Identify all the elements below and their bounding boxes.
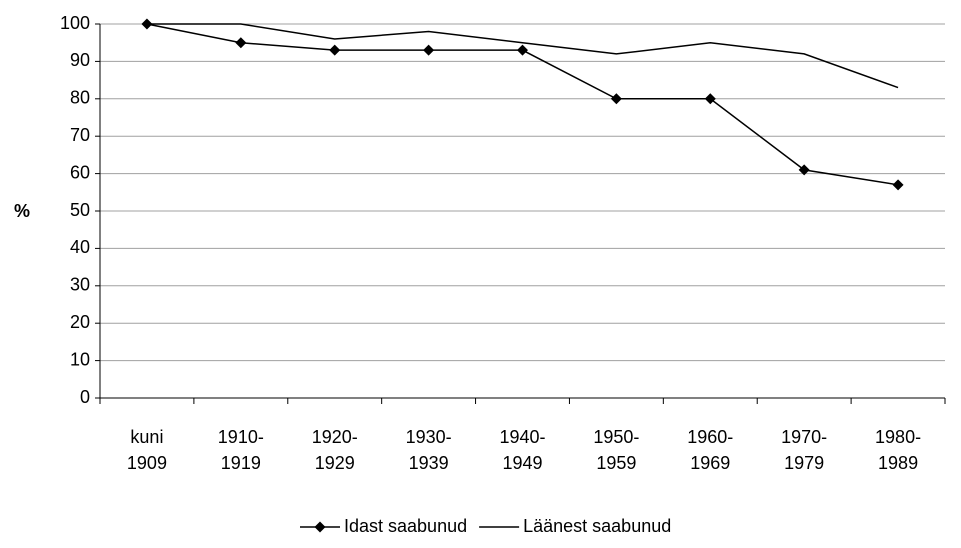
- y-tick-label: 70: [70, 125, 90, 145]
- y-axis-label: %: [14, 201, 30, 221]
- legend-marker: [314, 521, 326, 533]
- x-tick-label: 1950-1959: [593, 427, 639, 473]
- x-tick-label: 1970-1979: [781, 427, 827, 473]
- data-point: [235, 37, 247, 49]
- x-tick-label: 1930-1939: [406, 427, 452, 473]
- data-point: [704, 93, 716, 105]
- y-tick-label: 50: [70, 200, 90, 220]
- y-tick-label: 0: [80, 387, 90, 407]
- x-tick-label: 1960-1969: [687, 427, 733, 473]
- data-point: [610, 93, 622, 105]
- y-tick-label: 60: [70, 162, 90, 182]
- data-point: [892, 179, 904, 191]
- y-tick-label: 90: [70, 50, 90, 70]
- y-tick-label: 100: [60, 13, 90, 33]
- y-tick-label: 30: [70, 275, 90, 295]
- legend-label: Läänest saabunud: [523, 516, 671, 536]
- y-tick-label: 10: [70, 349, 90, 369]
- data-point: [798, 164, 810, 176]
- series-line: [146, 23, 899, 89]
- x-tick-label: kuni 1909: [127, 427, 167, 473]
- y-tick-label: 80: [70, 88, 90, 108]
- data-point: [423, 44, 435, 56]
- data-point: [329, 44, 341, 56]
- x-tick-label: 1940-1949: [499, 427, 545, 473]
- data-point: [517, 44, 528, 56]
- y-tick-label: 20: [70, 312, 90, 332]
- x-tick-label: 1910-1919: [218, 427, 264, 473]
- y-tick-label: 40: [70, 237, 90, 257]
- x-tick-label: 1920-1929: [312, 427, 358, 473]
- x-tick-label: 1980-1989: [875, 427, 921, 473]
- legend-label: Idast saabunud: [344, 516, 467, 536]
